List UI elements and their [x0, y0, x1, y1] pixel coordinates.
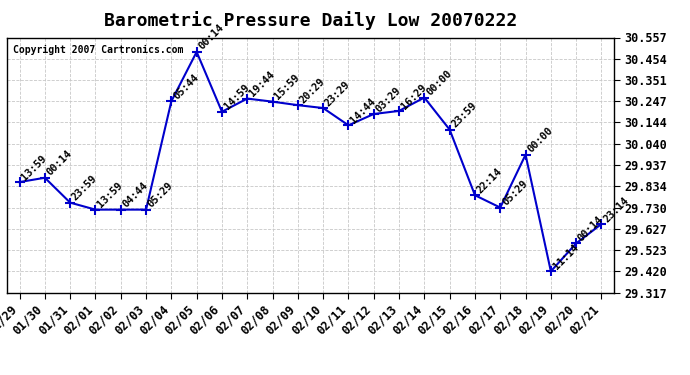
Text: 20:29: 20:29: [298, 76, 327, 105]
Text: 04:44: 04:44: [121, 180, 150, 210]
Text: 16:29: 16:29: [399, 82, 428, 111]
Text: 00:00: 00:00: [424, 68, 453, 98]
Text: 11:14: 11:14: [551, 242, 580, 272]
Text: 00:14: 00:14: [197, 23, 226, 52]
Text: 00:14: 00:14: [45, 148, 74, 178]
Text: 23:59: 23:59: [450, 100, 479, 130]
Text: 13:59: 13:59: [19, 153, 49, 182]
Text: 05:29: 05:29: [146, 180, 175, 210]
Text: 13:59: 13:59: [95, 180, 125, 210]
Text: 00:00: 00:00: [526, 126, 555, 155]
Text: 19:44: 19:44: [247, 69, 277, 99]
Text: 00:14: 00:14: [576, 214, 605, 243]
Text: 23:59: 23:59: [70, 174, 99, 202]
Text: 15:59: 15:59: [273, 72, 302, 102]
Text: 23:29: 23:29: [323, 79, 353, 108]
Text: 22:14: 22:14: [475, 166, 504, 195]
Text: 05:29: 05:29: [500, 178, 529, 208]
Text: 14:59: 14:59: [222, 82, 251, 112]
Text: Copyright 2007 Cartronics.com: Copyright 2007 Cartronics.com: [13, 45, 184, 55]
Text: 14:44: 14:44: [348, 96, 377, 125]
Text: 05:44: 05:44: [171, 72, 201, 101]
Text: 23:14: 23:14: [602, 195, 631, 224]
Text: 03:29: 03:29: [374, 85, 403, 114]
Text: Barometric Pressure Daily Low 20070222: Barometric Pressure Daily Low 20070222: [104, 11, 517, 30]
